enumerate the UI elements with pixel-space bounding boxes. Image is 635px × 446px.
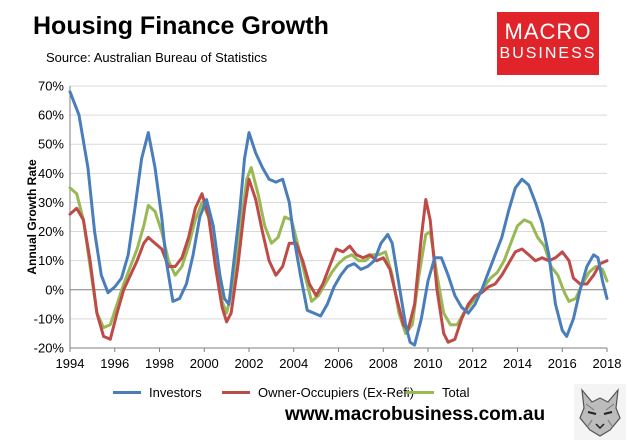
y-tick-label: 60% (38, 108, 64, 123)
y-tick-label: -10% (34, 311, 65, 326)
x-tick-label: 2014 (503, 356, 532, 371)
gridlines (70, 85, 607, 349)
series-line-total (68, 166, 609, 335)
macrobusiness-logo: MACRO BUSINESS (497, 12, 599, 75)
logo-line1: MACRO (504, 19, 592, 44)
legend-swatch-investors (113, 391, 141, 394)
x-tick-label: 2016 (548, 356, 577, 371)
legend-label-investors: Investors (149, 385, 202, 400)
series-lines (68, 90, 609, 347)
y-tick-label: 40% (38, 166, 64, 181)
y-tick-label: 30% (38, 195, 64, 210)
legend-item-investors: Investors (113, 385, 202, 400)
x-tick-label: 2006 (324, 356, 353, 371)
legend-item-total: Total (406, 385, 469, 400)
x-tick-label: 1998 (145, 356, 174, 371)
x-tick-labels: 1994 1996 1998 2000 2002 2004 2006 2008 2010 2012… (56, 356, 622, 371)
x-tick-label: 2018 (593, 356, 622, 371)
x-tick-label: 2012 (458, 356, 487, 371)
series-line-owner-occupiers-ex-refi (68, 177, 609, 344)
y-tick-label: 10% (38, 253, 64, 268)
legend-label-total: Total (442, 385, 470, 400)
legend-swatch-owner-occupiers (222, 391, 250, 394)
x-tick-label: 2008 (369, 356, 398, 371)
legend-label-owner-occupiers: Owner-Occupiers (Ex-Refi) (258, 385, 415, 400)
x-tick-label: 1994 (56, 356, 85, 371)
legend-swatch-total (406, 391, 434, 394)
series-line-investors (68, 90, 609, 347)
legend: Investors Owner-Occupiers (Ex-Refi) Tota… (0, 385, 635, 403)
y-tick-label: 50% (38, 137, 64, 152)
y-tick-label: 20% (38, 224, 64, 239)
x-tick-label: 2000 (190, 356, 219, 371)
chart-source: Source: Australian Bureau of Statistics (46, 50, 268, 65)
axes (69, 86, 608, 352)
y-tick-label: 0% (45, 282, 64, 297)
chart-title: Housing Finance Growth (33, 12, 329, 40)
wolf-icon (574, 384, 626, 440)
y-tick-labels: 70% 60% 50% 40% 30% 20% 10% 0% -10% -20% (34, 79, 65, 356)
y-tick-label: -20% (34, 341, 65, 356)
x-tick-label: 2002 (235, 356, 264, 371)
legend-item-owner-occupiers: Owner-Occupiers (Ex-Refi) (222, 385, 414, 400)
website-url: www.macrobusiness.com.au (285, 404, 546, 425)
x-tick-label: 2004 (279, 356, 308, 371)
x-tick-label: 1996 (100, 356, 129, 371)
logo-line2: BUSINESS (499, 45, 597, 62)
y-tick-label: 70% (38, 79, 64, 94)
x-tick-label: 2010 (414, 356, 443, 371)
